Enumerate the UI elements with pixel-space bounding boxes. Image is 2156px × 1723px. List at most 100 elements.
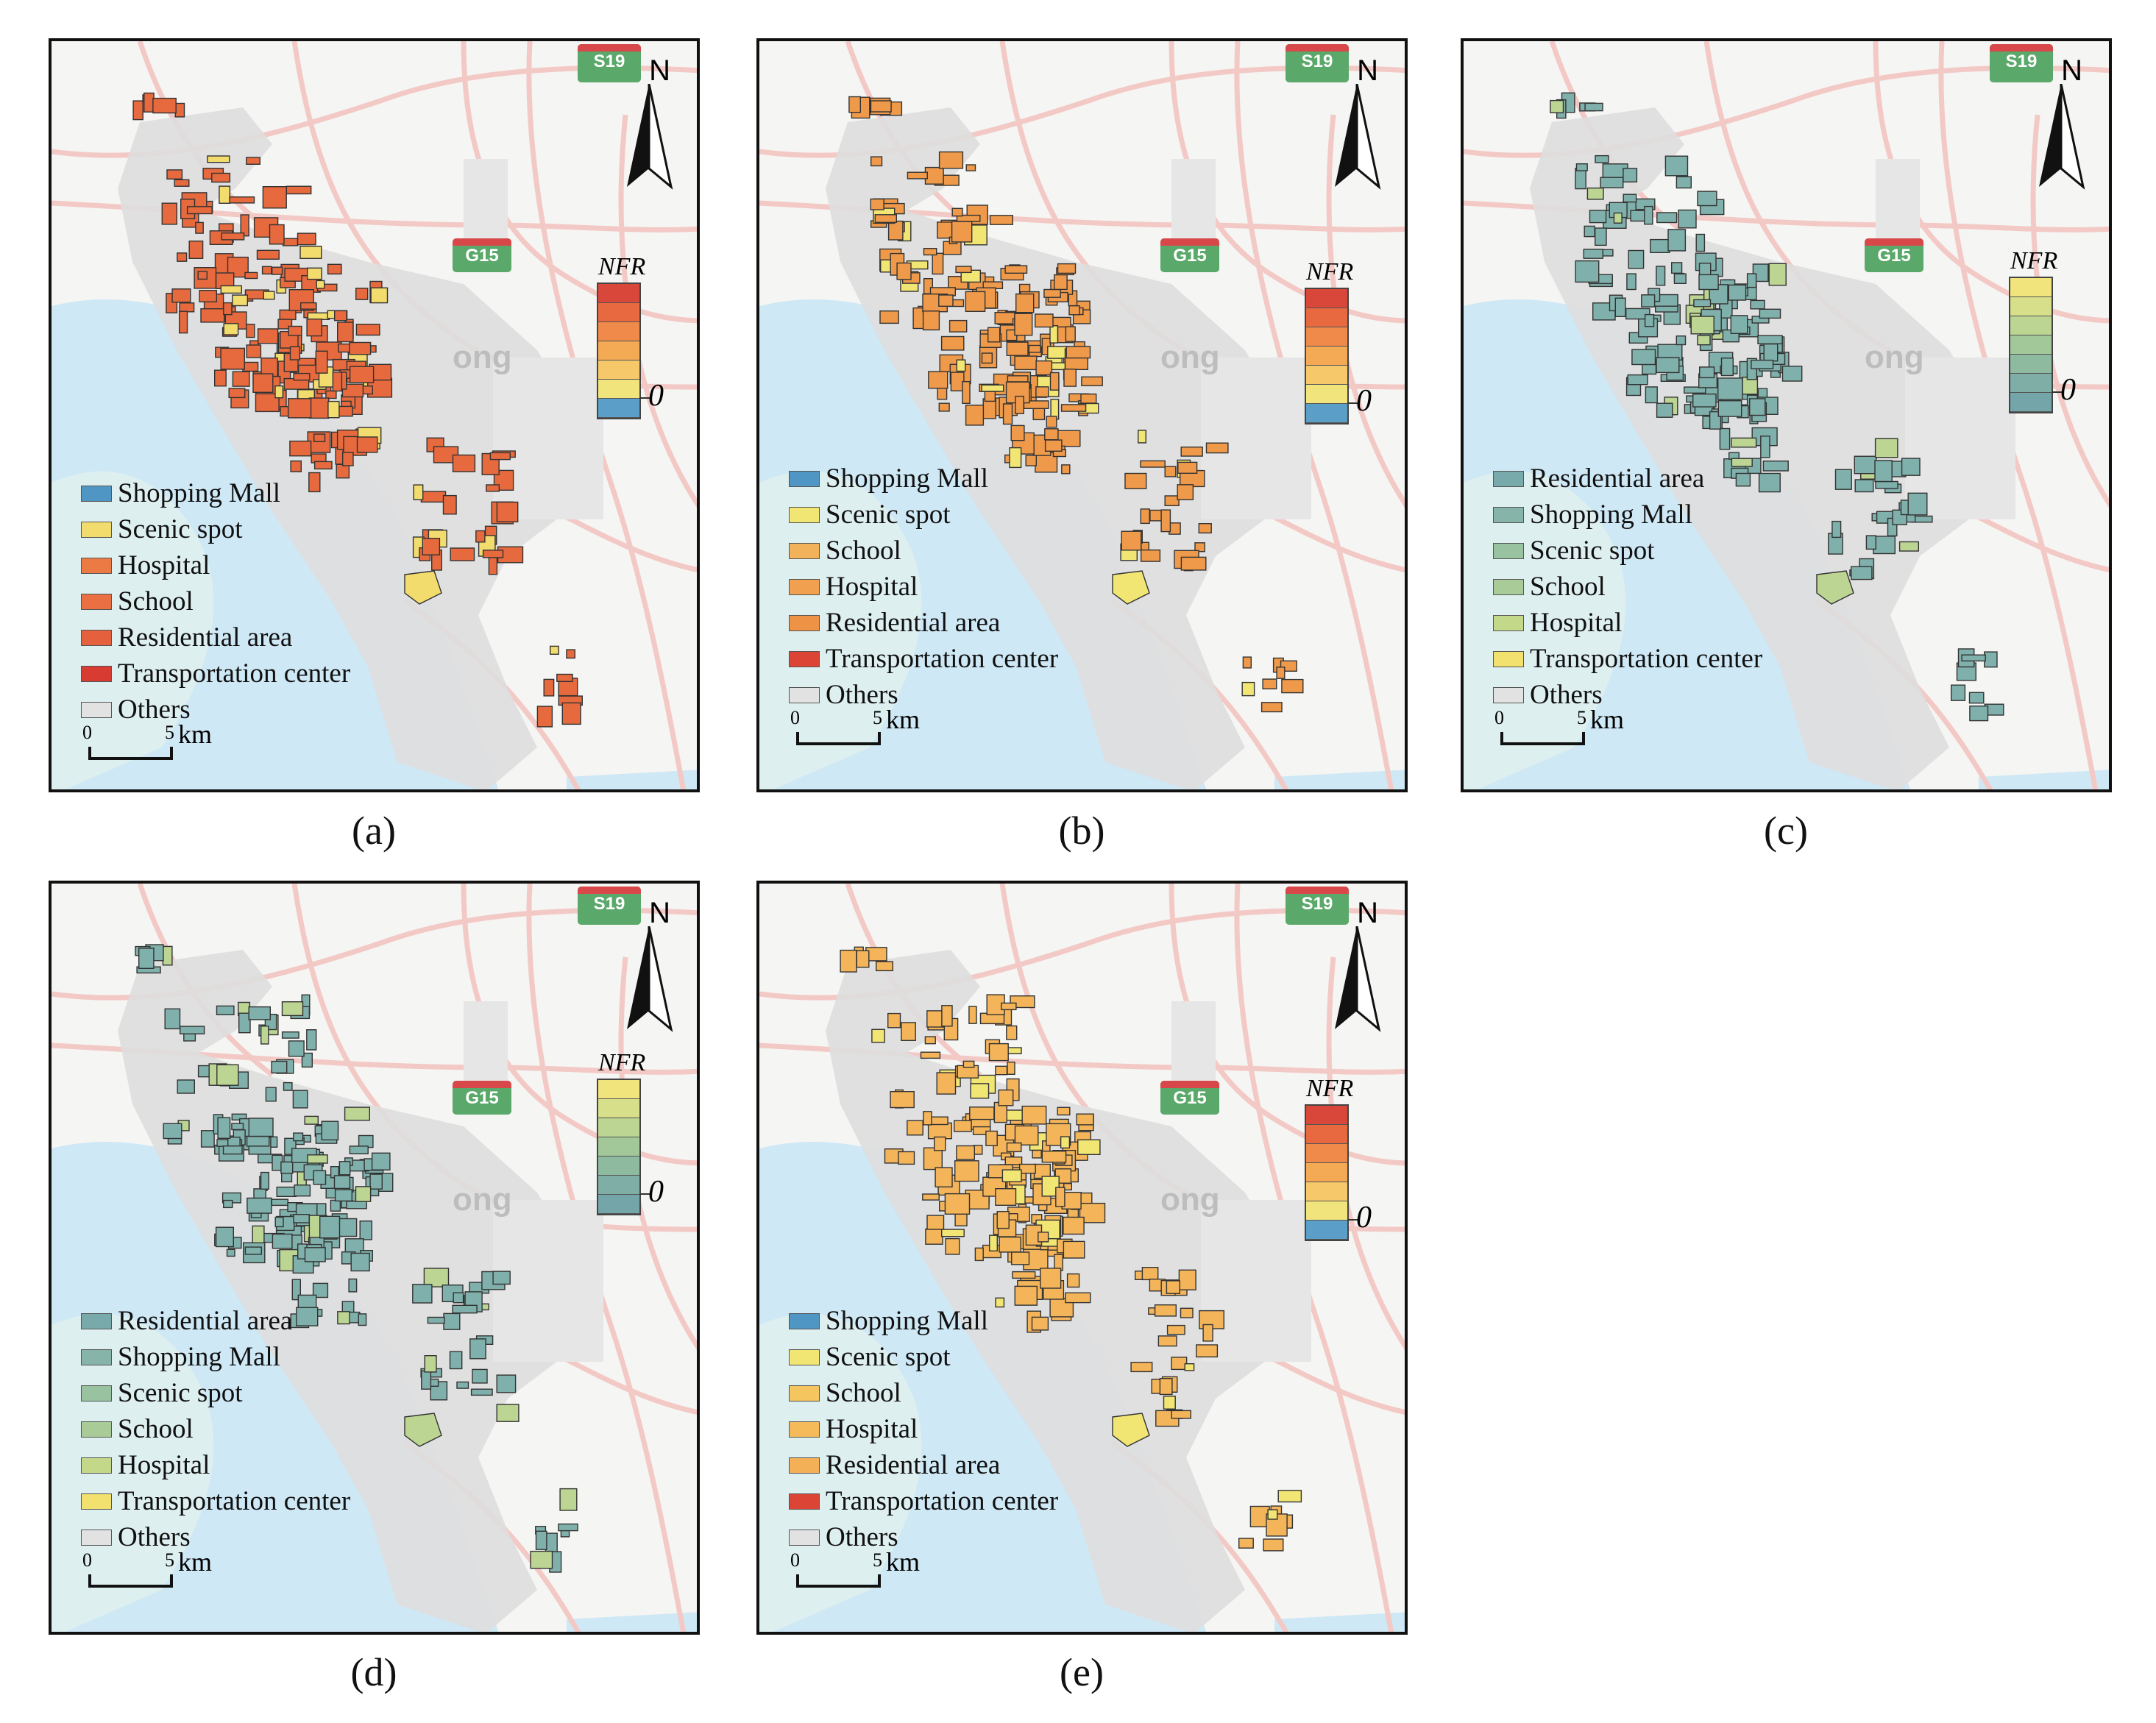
nfr-legend: NFR 0 bbox=[1300, 258, 1381, 436]
parcel bbox=[1065, 1292, 1091, 1304]
parcel bbox=[535, 1530, 547, 1550]
parcel bbox=[1141, 1267, 1159, 1281]
parcel bbox=[1584, 225, 1595, 238]
parcel bbox=[1057, 263, 1077, 274]
parcel bbox=[536, 706, 553, 728]
scale-unit: km bbox=[178, 720, 213, 749]
parcel bbox=[1746, 273, 1757, 288]
parcel bbox=[1854, 479, 1874, 493]
parcel bbox=[1177, 461, 1198, 475]
parcel bbox=[987, 327, 1001, 343]
parcel bbox=[940, 335, 965, 351]
parcel bbox=[1154, 1304, 1177, 1317]
parcel bbox=[989, 215, 1014, 225]
parcel bbox=[334, 310, 347, 321]
legend-item: Shopping Mall bbox=[789, 1303, 1058, 1339]
north-arrow: N bbox=[1331, 897, 1383, 1037]
parcel bbox=[1720, 358, 1734, 377]
parcel bbox=[312, 1282, 329, 1299]
legend-swatch bbox=[1493, 578, 1524, 595]
parcel bbox=[143, 92, 155, 113]
parcel bbox=[1728, 284, 1747, 301]
nfr-ramp-step bbox=[1306, 1125, 1347, 1144]
parcel bbox=[1011, 1251, 1030, 1265]
legend-swatch bbox=[1493, 686, 1524, 703]
parcel bbox=[246, 344, 262, 358]
parcel bbox=[1014, 355, 1038, 371]
legend-item: Transportation center bbox=[789, 641, 1058, 677]
parcel bbox=[256, 249, 280, 260]
parcel bbox=[870, 198, 884, 210]
parcel bbox=[260, 1171, 270, 1190]
parcel bbox=[1851, 566, 1873, 580]
legend: Residential area Shopping Mall Scenic sp… bbox=[81, 1303, 350, 1555]
north-arrow: N bbox=[623, 54, 675, 194]
parcel bbox=[1583, 249, 1604, 259]
legend-swatch bbox=[81, 701, 112, 718]
nfr-ramp-step bbox=[1306, 404, 1347, 423]
nfr-ramp-step bbox=[1306, 1182, 1347, 1201]
parcel bbox=[421, 1370, 432, 1390]
parcel bbox=[315, 350, 328, 374]
parcel bbox=[1184, 1363, 1195, 1371]
parcel bbox=[178, 310, 188, 334]
parcel bbox=[933, 1136, 946, 1151]
parcel bbox=[1015, 293, 1035, 313]
parcel bbox=[1854, 455, 1877, 475]
parcel bbox=[330, 1199, 341, 1212]
parcel bbox=[1198, 523, 1212, 534]
parcel bbox=[453, 1292, 464, 1304]
legend-swatch bbox=[81, 1385, 112, 1402]
legend-swatch bbox=[1493, 542, 1524, 559]
parcel bbox=[928, 371, 948, 389]
parcel bbox=[308, 397, 330, 419]
parcel bbox=[1600, 177, 1624, 188]
parcel bbox=[248, 1006, 272, 1020]
parcel bbox=[940, 1229, 965, 1237]
north-arrow-icon bbox=[1335, 84, 1381, 190]
parcel bbox=[870, 156, 883, 167]
parcel bbox=[207, 155, 230, 163]
parcel bbox=[246, 324, 255, 338]
parcel bbox=[260, 1026, 269, 1045]
nfr-ramp-step bbox=[598, 1118, 639, 1137]
legend-label: Transportation center bbox=[826, 644, 1059, 674]
parcel bbox=[985, 1130, 998, 1146]
parcel bbox=[496, 1374, 517, 1393]
parcel bbox=[221, 232, 245, 241]
legend: Shopping Mall Scenic spot School Hospita… bbox=[789, 1303, 1058, 1555]
parcel bbox=[1041, 1176, 1060, 1197]
scale-unit: km bbox=[178, 1547, 213, 1577]
parcel bbox=[879, 310, 899, 324]
parcel bbox=[848, 96, 862, 113]
nfr-ramp-step bbox=[1306, 1201, 1347, 1221]
nfr-color-ramp bbox=[597, 1079, 641, 1215]
parcel bbox=[294, 1184, 311, 1197]
parcel bbox=[951, 207, 963, 217]
parcel bbox=[489, 452, 511, 461]
parcel bbox=[1121, 530, 1142, 551]
legend-item: Transportation center bbox=[81, 1483, 350, 1519]
road bbox=[1938, 41, 2099, 789]
north-arrow: N bbox=[1331, 54, 1383, 194]
map-canvas bbox=[759, 884, 1405, 1632]
legend-label: Shopping Mall bbox=[118, 1342, 280, 1372]
parcel bbox=[1664, 155, 1689, 177]
map-panel-d: S19 G15 ong N NFR 0 Residential area Shopp… bbox=[49, 881, 700, 1635]
parcel bbox=[1873, 536, 1896, 555]
parcel bbox=[496, 501, 519, 522]
parcel bbox=[200, 1130, 215, 1148]
parcel bbox=[870, 100, 892, 113]
nfr-color-ramp bbox=[597, 283, 641, 419]
parcel bbox=[936, 1072, 957, 1095]
parcel bbox=[1865, 535, 1877, 550]
parcel bbox=[240, 214, 249, 237]
parcel bbox=[1758, 472, 1781, 493]
parcel bbox=[1171, 1410, 1192, 1419]
parcel bbox=[890, 1091, 915, 1109]
parcel bbox=[423, 1268, 450, 1287]
parcel bbox=[197, 1065, 210, 1078]
legend-swatch bbox=[81, 593, 112, 610]
parcel bbox=[219, 185, 231, 205]
parcel bbox=[1159, 1378, 1173, 1396]
